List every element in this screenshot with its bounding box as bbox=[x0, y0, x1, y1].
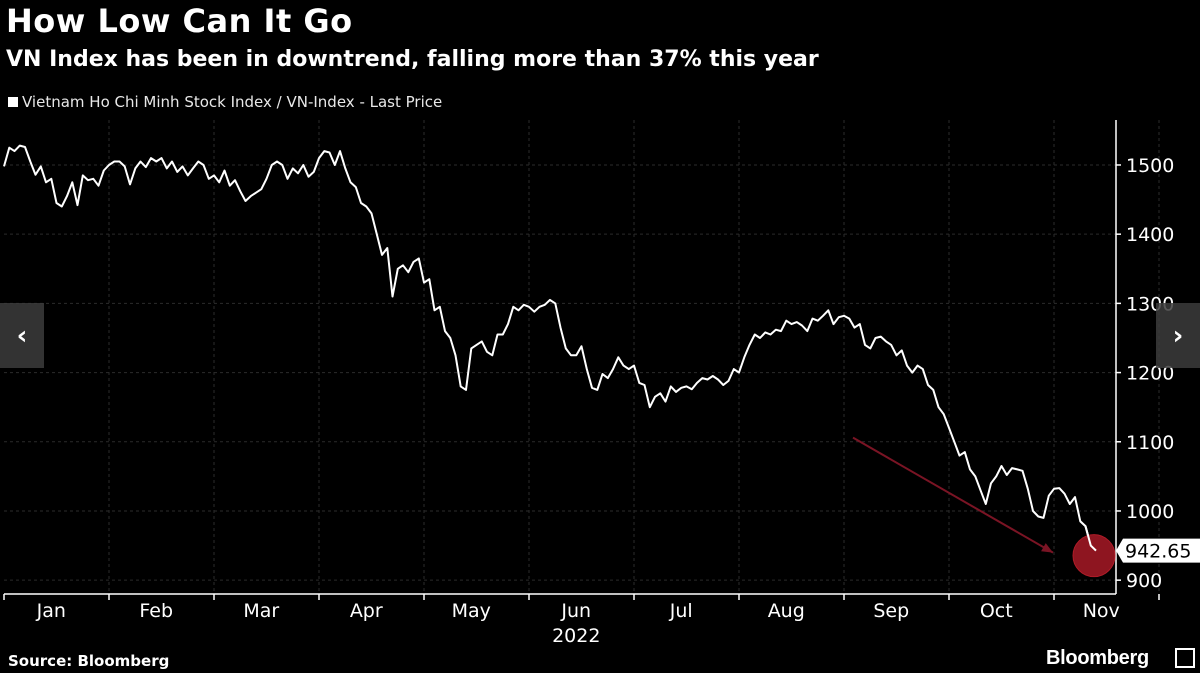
x-year-label: 2022 bbox=[552, 625, 600, 647]
x-tick-label: May bbox=[452, 600, 491, 622]
legend-swatch bbox=[8, 97, 18, 107]
x-tick-label: Apr bbox=[350, 600, 383, 622]
annotation-arrow bbox=[852, 436, 1054, 554]
last-value-label-box bbox=[1116, 538, 1200, 563]
last-value-label: 942.65 bbox=[1125, 541, 1191, 563]
next-button[interactable]: › bbox=[1156, 303, 1200, 368]
x-tick-label: Nov bbox=[1083, 600, 1120, 622]
legend-label: Vietnam Ho Chi Minh Stock Index / VN-Ind… bbox=[22, 93, 443, 111]
annotation-arrowhead bbox=[1041, 543, 1053, 553]
last-value-marker bbox=[1072, 534, 1116, 578]
previous-button[interactable]: ‹ bbox=[0, 303, 44, 368]
x-tick-label: Jan bbox=[36, 600, 66, 622]
chart-title: How Low Can It Go bbox=[6, 2, 353, 40]
x-tick-label: Jul bbox=[669, 600, 693, 622]
x-tick-label: Oct bbox=[980, 600, 1013, 622]
x-tick-label: Aug bbox=[768, 600, 805, 622]
bloomberg-logo: Bloomberg bbox=[1046, 647, 1149, 669]
x-tick-label: Mar bbox=[243, 600, 279, 622]
y-tick-label: 1200 bbox=[1126, 363, 1174, 385]
series-line-vn-index bbox=[3, 144, 1097, 552]
y-tick-label: 1500 bbox=[1126, 155, 1174, 177]
y-tick-label: 1000 bbox=[1126, 501, 1174, 523]
y-tick-label: 1400 bbox=[1126, 224, 1174, 246]
bloomberg-logo-box-icon bbox=[1175, 648, 1195, 668]
x-tick-label: Feb bbox=[139, 600, 173, 622]
y-tick-label: 900 bbox=[1126, 570, 1162, 592]
x-tick-label: Jun bbox=[560, 600, 591, 622]
y-tick-label: 1100 bbox=[1126, 432, 1174, 454]
chart-subtitle: VN Index has been in downtrend, falling … bbox=[6, 47, 819, 72]
x-tick-label: Sep bbox=[873, 600, 909, 622]
source-note: Source: Bloomberg bbox=[8, 652, 170, 670]
series-line-tail bbox=[1079, 520, 1097, 552]
legend: Vietnam Ho Chi Minh Stock Index / VN-Ind… bbox=[8, 93, 442, 111]
